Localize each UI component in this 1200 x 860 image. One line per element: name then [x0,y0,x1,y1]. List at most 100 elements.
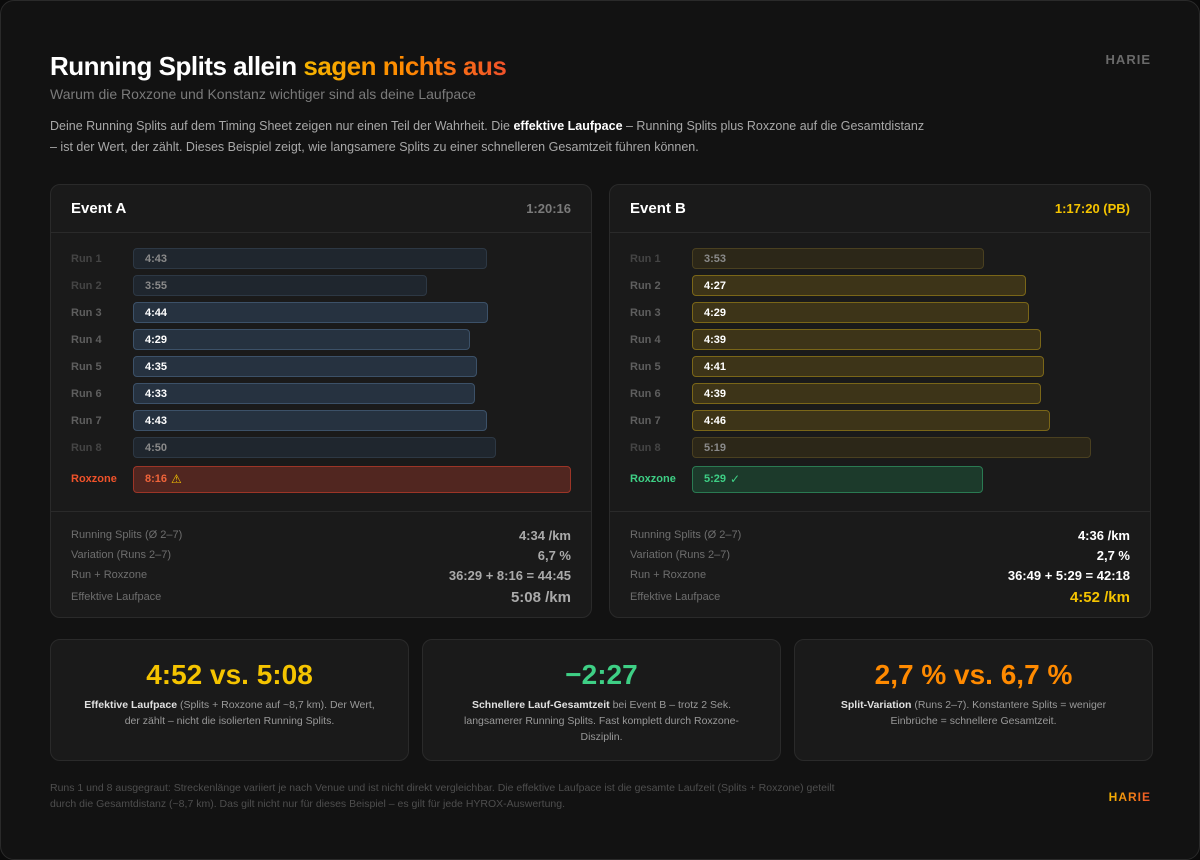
split-bar: 4:43 [133,248,488,269]
split-bar: 4:29 [133,329,470,350]
split-row: Run 5 4:35 [71,353,571,380]
split-row: Run 1 3:53 [630,245,1130,272]
run-label: Run 4 [630,333,661,346]
split-row: Run 1 4:43 [71,245,571,272]
kpi-value: −2:27 [565,659,638,690]
split-row: Run 3 4:29 [630,299,1130,326]
kpi-card: −2:27 Schnellere Lauf-Gesamtzeit bei Eve… [422,639,781,761]
event-total-time: 1:17:20 (PB) [1054,201,1130,216]
run-label: Run 8 [71,441,102,454]
event-total-time: 1:20:16 [526,201,571,216]
splits-list: Run 1 4:43 Run 2 3:55 Run 3 4:44 Run 4 4… [71,245,571,494]
stat-row: Effektive Laufpace 5:08 /km [71,585,571,609]
split-row: Run 2 3:55 [71,272,571,299]
stat-label: Effektive Laufpace [71,591,162,603]
split-row: Run 8 4:50 [71,434,571,461]
kpi-description: Effektive Laufpace (Splits + Roxzone auf… [84,699,375,727]
split-time: 3:55 [145,279,168,292]
run-label: Run 2 [630,279,661,292]
run-label: Run 3 [630,306,661,319]
stat-row: Running Splits (Ø 2–7) 4:36 /km [630,525,1130,545]
stat-label: Variation (Runs 2–7) [630,549,731,561]
split-bar: 4:29 [692,302,1029,323]
split-time: 4:46 [704,414,727,427]
brand-logo-top: HARIE [1105,52,1151,67]
run-label: Run 1 [630,252,661,265]
split-time: 4:27 [704,279,727,292]
split-bar: 4:46 [692,410,1050,431]
split-time: 4:44 [145,306,168,319]
title-accent: sagen nichts aus [303,51,507,81]
stat-label: Run + Roxzone [71,569,148,581]
run-label: Run 7 [71,414,102,427]
kpi-description: Split-Variation (Runs 2–7). Konstantere … [840,699,1107,727]
split-time: 5:19 [704,441,727,454]
stat-value: 4:34 /km [518,527,571,543]
split-bar: 5:19 [692,437,1092,458]
page-subtitle: Warum die Roxzone und Konstanz wichtiger… [50,86,476,102]
splits-list: Run 1 3:53 Run 2 4:27 Run 3 4:29 Run 4 4… [630,245,1130,494]
split-bar: 4:43 [133,410,488,431]
event-title: Event A [71,200,127,217]
run-label: Run 8 [630,441,661,454]
run-label: Run 4 [71,333,102,346]
warning-icon: ⚠ [171,472,182,486]
stat-row: Variation (Runs 2–7) 2,7 % [630,545,1130,565]
kpi-description: Schnellere Lauf-Gesamtzeit bei Event B –… [464,699,739,743]
stats-section: Running Splits (Ø 2–7) 4:36 /km Variatio… [610,511,1150,609]
split-bar: 4:39 [692,383,1042,404]
stat-value: 4:36 /km [1077,527,1130,543]
stat-value: 6,7 % [537,547,571,563]
split-row: Run 5 4:41 [630,353,1130,380]
split-time: 4:29 [704,306,727,319]
run-label: Run 1 [71,252,102,265]
split-row: Run 6 4:33 [71,380,571,407]
event-b-card: Event B 1:17:20 (PB) Run 1 3:53 Run 2 4:… [609,184,1151,618]
checkmark-icon: ✓ [730,472,741,486]
stat-value: 36:49 + 5:29 = 42:18 [1007,567,1130,583]
stat-label: Effektive Laufpace [630,591,721,603]
run-label: Run 2 [71,279,102,292]
kpi-card: 2,7 % vs. 6,7 % Split-Variation (Runs 2–… [794,639,1153,761]
roxzone-time: 5:29 [704,473,727,485]
footnote: Runs 1 und 8 ausgegraut: Streckenlänge v… [50,782,835,810]
run-label: Run 6 [630,387,661,400]
stat-row: Variation (Runs 2–7) 6,7 % [71,545,571,565]
card-header: Event A 1:20:16 [51,185,591,233]
stat-value: 4:52 /km [1069,588,1130,606]
stat-value: 5:08 /km [510,588,571,606]
roxzone-bar: 8:16 ⚠ [133,465,571,493]
stat-label: Run + Roxzone [630,569,707,581]
run-label: Run 5 [630,360,661,373]
split-row: Run 8 5:19 [630,434,1130,461]
split-row: Run 6 4:39 [630,380,1130,407]
stat-label: Variation (Runs 2–7) [71,549,172,561]
split-time: 4:39 [704,333,727,346]
split-row: Run 7 4:43 [71,407,571,434]
split-bar: 4:33 [133,383,475,404]
stat-row: Run + Roxzone 36:29 + 8:16 = 44:45 [71,565,571,585]
stat-value: 2,7 % [1096,547,1130,563]
stat-row: Running Splits (Ø 2–7) 4:34 /km [71,525,571,545]
stat-row: Effektive Laufpace 4:52 /km [630,585,1130,609]
split-time: 4:43 [145,252,168,265]
intro-text: Deine Running Splits auf dem Timing Shee… [50,119,925,154]
split-time: 4:41 [704,360,727,373]
split-time: 4:43 [145,414,168,427]
event-title: Event B [630,200,686,217]
stat-row: Run + Roxzone 36:49 + 5:29 = 42:18 [630,565,1130,585]
split-row: Run 2 4:27 [630,272,1130,299]
split-row: Run 4 4:39 [630,326,1130,353]
split-bar: 3:53 [692,248,984,269]
split-row: Run 3 4:44 [71,299,571,326]
run-label: Run 5 [71,360,102,373]
run-label: Run 3 [71,306,102,319]
split-time: 4:50 [145,441,168,454]
roxzone-bar: 5:29 ✓ [692,465,983,493]
stat-label: Running Splits (Ø 2–7) [630,529,742,541]
split-time: 4:39 [704,387,727,400]
split-bar: 3:55 [133,275,428,296]
page-title: Running Splits allein sagen nichts aus [50,51,507,81]
split-row: Run 4 4:29 [71,326,571,353]
